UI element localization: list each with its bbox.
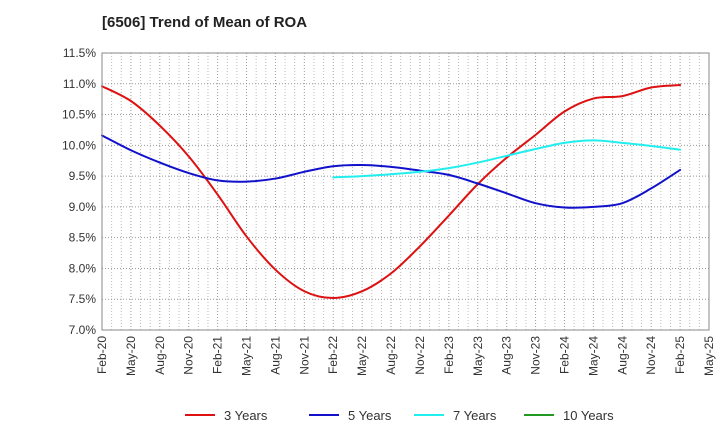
x-tick-label: Feb-22 [326,336,340,374]
x-tick-label: Aug-23 [500,336,514,375]
x-tick-label: Feb-21 [211,336,225,374]
x-tick-label: Aug-21 [268,336,282,375]
legend-label-7-years: 7 Years [453,408,497,423]
x-tick-label: Feb-24 [557,336,571,374]
x-axis: Feb-20 May-20 Aug-20 Nov-20 Feb-21 May-21 Aug-… [95,336,716,376]
x-tick-label: May-25 [702,336,716,376]
y-tick-label: 8.0% [69,261,97,275]
y-tick-label: 11.0% [63,77,96,91]
y-tick-label: 8.5% [69,231,97,245]
series-line-7-years [332,139,682,179]
plot-background [102,53,709,330]
series-line-5-years [101,134,682,209]
legend-label-3-years: 3 Years [224,408,268,423]
series-line-3-years [101,84,682,299]
x-tick-label: Nov-23 [529,336,543,375]
x-tick-label: Nov-21 [297,336,311,375]
y-tick-label: 7.5% [69,292,97,306]
y-tick-label: 10.0% [62,138,96,152]
y-tick-label: 10.5% [62,108,96,122]
x-tick-label: Aug-24 [615,336,629,375]
x-tick-label: May-23 [471,336,485,376]
x-tick-label: Nov-20 [182,336,196,375]
x-tick-label: May-21 [240,336,254,376]
legend-label-5-years: 5 Years [348,408,392,423]
x-tick-label: Aug-22 [384,336,398,375]
plot-border [101,52,710,331]
x-tick-label: Feb-25 [673,336,687,374]
series-lines [101,84,682,299]
legend-label-10-years: 10 Years [563,408,614,423]
x-tick-label: Nov-24 [644,336,658,375]
grid [102,53,709,330]
x-tick-label: Nov-22 [413,336,427,375]
y-tick-label: 11.5% [63,46,96,60]
y-tick-label: 7.0% [69,323,97,337]
y-axis: 7.0% 7.5% 8.0% 8.5% 9.0% 9.5% 10.0% 10.5% 11.0% 1… [62,46,96,337]
x-tick-label: May-24 [586,336,600,376]
x-tick-label: Feb-23 [442,336,456,374]
x-tick-label: May-22 [355,336,369,376]
x-tick-label: Feb-20 [95,336,109,374]
y-tick-label: 9.5% [69,169,97,183]
chart-title: [6506] Trend of Mean of ROA [102,14,308,31]
x-tick-label: May-20 [124,336,138,376]
legend: 3 Years 5 Years 7 Years 10 Years [185,408,614,423]
y-tick-label: 9.0% [69,200,97,214]
x-tick-label: Aug-20 [153,336,167,375]
